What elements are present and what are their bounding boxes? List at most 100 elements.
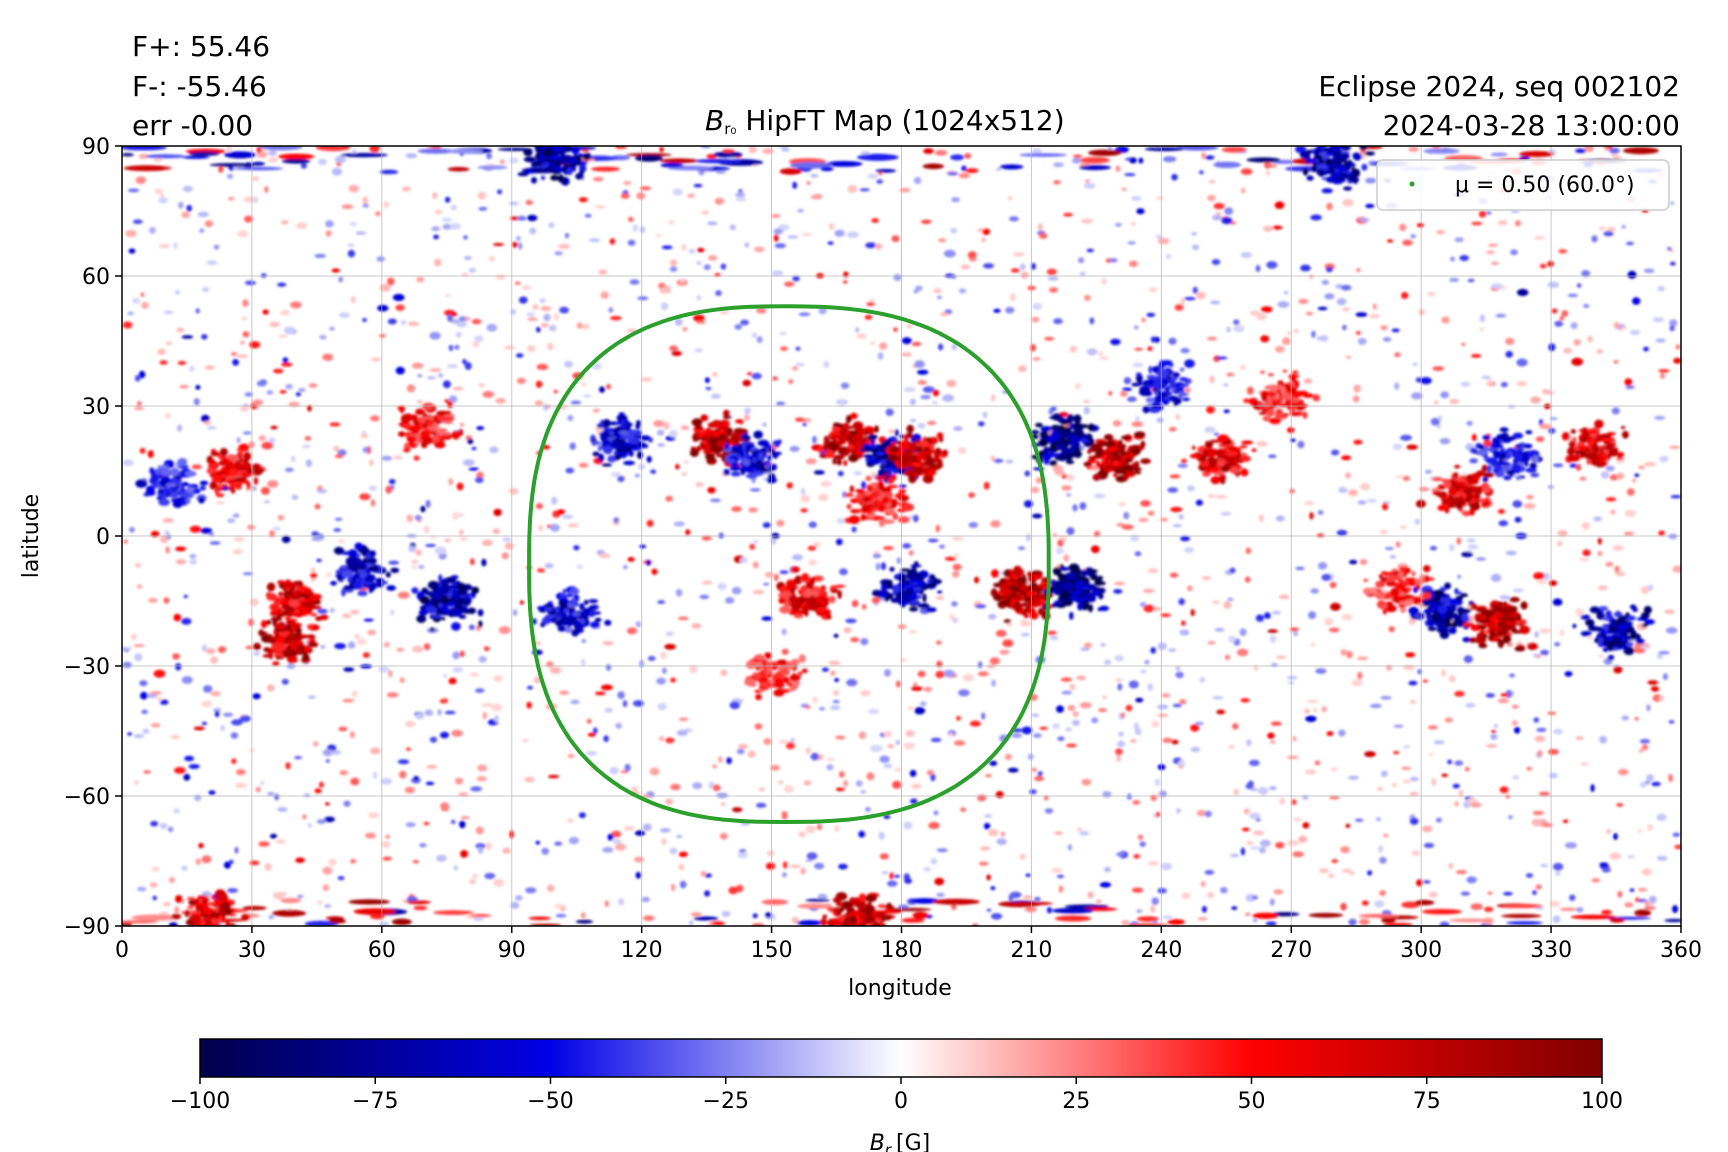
noise-patch xyxy=(1530,396,1541,404)
noise-patch xyxy=(879,342,888,350)
noise-patch xyxy=(1536,727,1547,733)
noise-patch xyxy=(1197,917,1208,921)
noise-patch xyxy=(236,437,241,444)
noise-patch xyxy=(651,568,658,575)
region-patch xyxy=(253,642,262,651)
noise-patch xyxy=(227,173,234,180)
noise-patch xyxy=(1178,514,1184,520)
noise-patch xyxy=(1032,733,1042,738)
noise-patch xyxy=(1262,225,1274,232)
noise-patch xyxy=(1559,629,1564,637)
region-patch xyxy=(765,462,771,470)
noise-patch xyxy=(1412,362,1418,366)
noise-patch xyxy=(594,691,606,696)
region-patch xyxy=(1112,473,1118,478)
noise-patch xyxy=(249,860,260,866)
noise-patch xyxy=(1534,735,1546,743)
noise-patch xyxy=(889,872,894,880)
noise-patch xyxy=(291,494,299,500)
noise-patch xyxy=(151,866,160,872)
noise-patch xyxy=(1025,533,1031,542)
noise-patch xyxy=(834,825,840,832)
noise-patch xyxy=(1295,566,1305,571)
noise-patch xyxy=(1077,827,1082,832)
polar-patch xyxy=(1087,149,1122,156)
noise-patch xyxy=(554,251,563,256)
noise-patch xyxy=(283,326,296,334)
region-patch xyxy=(222,484,228,488)
noise-patch xyxy=(897,624,907,630)
region-patch xyxy=(615,433,622,439)
polar-patch xyxy=(713,151,743,158)
noise-patch xyxy=(813,542,820,547)
noise-patch xyxy=(729,701,740,710)
noise-patch xyxy=(489,446,499,454)
polar-patch xyxy=(1634,909,1652,917)
noise-patch xyxy=(1431,778,1436,786)
noise-patch xyxy=(659,287,671,294)
noise-patch xyxy=(866,772,875,781)
noise-patch xyxy=(1136,208,1145,215)
noise-patch xyxy=(1643,346,1649,352)
polar-patch xyxy=(875,169,897,173)
noise-patch xyxy=(400,320,407,325)
polar-patch xyxy=(805,898,830,902)
noise-patch xyxy=(370,415,380,422)
region-patch xyxy=(936,432,944,439)
noise-patch xyxy=(642,823,652,831)
noise-patch xyxy=(551,496,558,505)
noise-patch xyxy=(325,759,330,763)
noise-patch xyxy=(1526,495,1534,500)
noise-patch xyxy=(188,764,200,769)
noise-patch xyxy=(140,292,145,298)
polar-patch xyxy=(761,899,789,905)
region-patch xyxy=(884,508,896,513)
noise-patch xyxy=(696,294,702,301)
noise-patch xyxy=(1054,470,1066,476)
noise-patch xyxy=(754,246,765,253)
noise-patch xyxy=(1644,462,1656,467)
noise-patch xyxy=(1233,319,1240,326)
noise-patch xyxy=(1305,311,1314,316)
noise-patch xyxy=(215,501,225,505)
noise-patch xyxy=(429,736,438,743)
noise-patch xyxy=(536,568,546,573)
region-patch xyxy=(540,622,546,628)
region-patch xyxy=(1094,579,1103,586)
noise-patch xyxy=(600,291,610,299)
noise-patch xyxy=(712,764,717,769)
noise-patch xyxy=(1436,230,1445,235)
noise-patch xyxy=(935,670,945,679)
noise-patch xyxy=(156,696,162,702)
noise-patch xyxy=(1066,493,1072,497)
noise-patch xyxy=(174,906,180,914)
noise-patch xyxy=(322,884,330,892)
noise-patch xyxy=(951,343,957,351)
region-patch xyxy=(296,580,303,587)
noise-patch xyxy=(1293,329,1300,333)
noise-patch xyxy=(201,700,213,708)
noise-patch xyxy=(1297,440,1305,449)
noise-patch xyxy=(935,524,940,533)
noise-patch xyxy=(543,313,551,322)
noise-patch xyxy=(609,766,619,775)
noise-patch xyxy=(534,400,544,406)
region-patch xyxy=(849,485,855,493)
noise-patch xyxy=(1087,891,1094,899)
region-patch xyxy=(862,496,870,503)
region-patch xyxy=(168,463,174,468)
region-patch xyxy=(315,616,323,622)
region-patch xyxy=(1073,414,1082,424)
noise-patch xyxy=(1410,776,1419,782)
region-patch xyxy=(214,486,219,496)
noise-patch xyxy=(1264,612,1271,619)
noise-patch xyxy=(304,436,312,441)
region-patch xyxy=(865,438,870,445)
noise-patch xyxy=(1020,271,1029,279)
noise-patch xyxy=(913,289,919,294)
region-patch xyxy=(171,486,176,492)
noise-patch xyxy=(193,398,200,406)
noise-patch xyxy=(1429,753,1434,756)
region-patch xyxy=(1081,569,1087,577)
region-patch xyxy=(745,660,757,669)
